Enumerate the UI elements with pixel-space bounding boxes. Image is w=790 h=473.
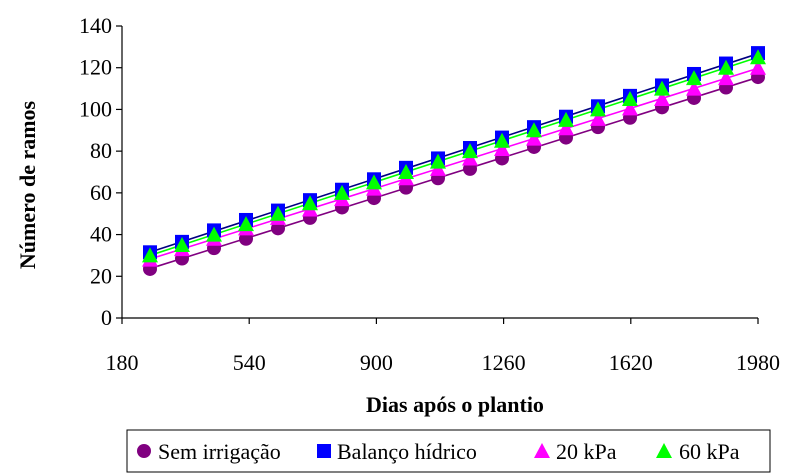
y-axis: 0 20 40 60 80 100 120 140 bbox=[79, 13, 123, 330]
y-axis-title: Número de ramos bbox=[15, 100, 40, 269]
data-point bbox=[590, 110, 606, 126]
data-point bbox=[302, 195, 318, 211]
data-point bbox=[334, 184, 350, 200]
data-point bbox=[718, 70, 734, 86]
data-point bbox=[654, 80, 670, 96]
legend-marker-circle bbox=[137, 444, 151, 458]
y-tick-label: 140 bbox=[79, 13, 112, 38]
data-point bbox=[622, 91, 638, 106]
x-axis: 180 540 900 1260 1620 1980 bbox=[106, 317, 780, 375]
data-point bbox=[654, 91, 670, 106]
y-tick-label: 60 bbox=[90, 180, 112, 205]
y-tick-label: 0 bbox=[101, 305, 112, 330]
y-tick-label: 20 bbox=[90, 263, 112, 288]
y-tick-label: 100 bbox=[79, 96, 112, 121]
x-axis-title: Dias após o plantio bbox=[366, 392, 544, 417]
data-point bbox=[718, 59, 734, 75]
y-tick-label: 40 bbox=[90, 222, 112, 247]
data-point bbox=[558, 120, 574, 136]
legend-item-60-kpa: 60 kPa bbox=[656, 439, 740, 464]
x-ticks: 180 540 900 1260 1620 1980 bbox=[106, 318, 780, 375]
data-markers bbox=[142, 46, 766, 276]
legend-marker-square bbox=[317, 444, 331, 458]
data-point bbox=[526, 122, 542, 138]
legend: Sem irrigação Balanço hídrico 20 kPa 60 … bbox=[126, 429, 771, 473]
data-point bbox=[366, 174, 382, 190]
data-point bbox=[590, 101, 606, 117]
data-point bbox=[526, 130, 542, 146]
x-tick-label: 1260 bbox=[482, 350, 526, 375]
y-tick-label: 120 bbox=[79, 55, 112, 80]
legend-item-sem-irrigacao: Sem irrigação bbox=[137, 439, 281, 464]
data-point bbox=[686, 70, 702, 86]
data-point bbox=[494, 132, 510, 148]
y-ticks: 0 20 40 60 80 100 120 140 bbox=[79, 13, 122, 330]
data-point bbox=[398, 164, 414, 179]
legend-marker-triangle bbox=[534, 443, 550, 458]
data-point bbox=[462, 143, 478, 159]
data-point bbox=[430, 153, 446, 169]
legend-marker-triangle bbox=[656, 443, 672, 458]
data-point bbox=[270, 205, 286, 221]
x-tick-label: 1620 bbox=[609, 350, 653, 375]
data-point bbox=[494, 141, 510, 157]
legend-label: Balanço hídrico bbox=[337, 439, 477, 464]
data-point bbox=[622, 100, 638, 116]
data-point bbox=[174, 237, 190, 252]
legend-item-balanco-hidrico: Balanço hídrico bbox=[317, 439, 477, 464]
x-tick-label: 1980 bbox=[736, 350, 780, 375]
x-tick-label: 540 bbox=[233, 350, 266, 375]
data-point bbox=[558, 111, 574, 127]
legend-label: 20 kPa bbox=[556, 439, 617, 464]
data-point bbox=[142, 247, 158, 263]
data-point bbox=[206, 226, 222, 242]
x-tick-label: 900 bbox=[360, 350, 393, 375]
legend-label: Sem irrigação bbox=[158, 439, 281, 464]
x-tick-label: 180 bbox=[106, 350, 139, 375]
data-point bbox=[750, 59, 766, 75]
data-point bbox=[686, 80, 702, 96]
legend-item-20-kpa: 20 kPa bbox=[534, 439, 617, 464]
y-tick-label: 80 bbox=[90, 138, 112, 163]
data-point bbox=[750, 49, 766, 65]
data-point bbox=[238, 216, 254, 232]
legend-label: 60 kPa bbox=[679, 439, 740, 464]
